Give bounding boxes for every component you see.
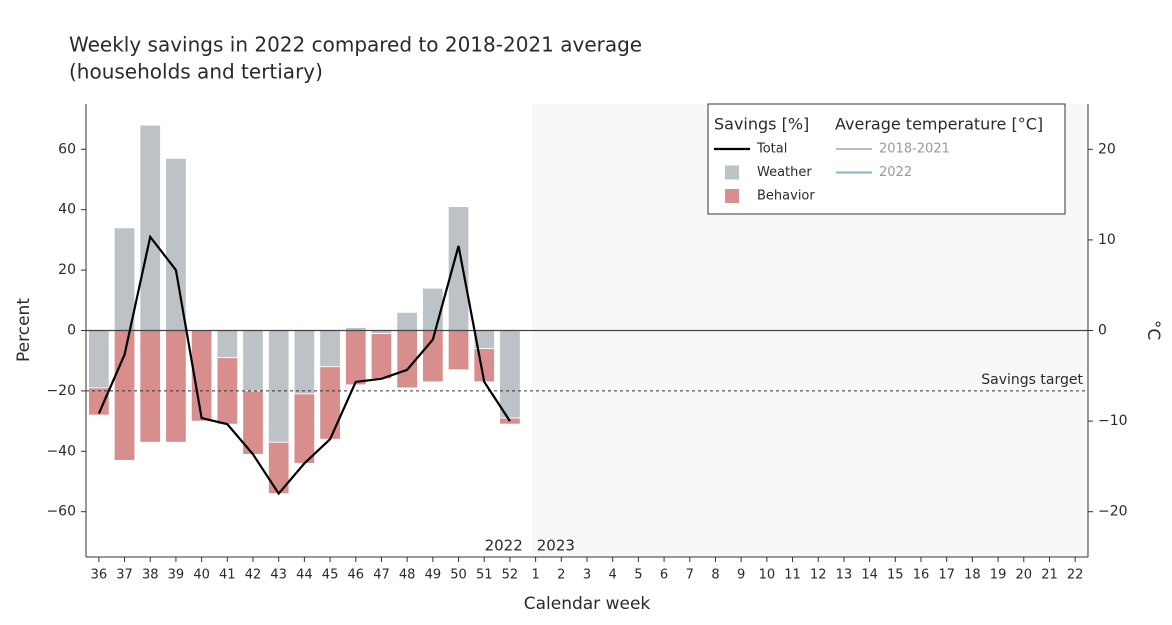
x-tick-label: 3	[583, 568, 591, 583]
x-tick-label: 48	[399, 568, 416, 583]
x-tick-label: 22	[1067, 568, 1084, 583]
x-tick-label: 15	[887, 568, 904, 583]
x-tick-label: 14	[861, 568, 878, 583]
x-tick-label: 36	[91, 568, 108, 583]
x-tick-label: 21	[1041, 568, 1058, 583]
bar	[165, 157, 187, 331]
x-tick-label: 12	[810, 568, 827, 583]
legend: Savings [%] Average temperature [°C] Total…	[707, 103, 1066, 215]
bar	[319, 330, 341, 368]
x-tick-label: 13	[836, 568, 853, 583]
x-tick-label: 43	[270, 568, 287, 583]
y2-tick-label: 0	[1098, 323, 1107, 339]
y-tick-label: −20	[46, 383, 76, 399]
total-line	[97, 234, 511, 496]
x-tick-label: 10	[759, 568, 776, 583]
legend-label: 2022	[879, 165, 912, 180]
bar	[396, 311, 418, 331]
x-tick-label: 50	[450, 568, 467, 583]
bar	[165, 330, 187, 443]
x-tick-label: 18	[964, 568, 981, 583]
y-tick-label: 20	[58, 262, 76, 278]
bar	[139, 330, 161, 443]
x-tick-label: 51	[476, 568, 493, 583]
y-tick-label: 60	[58, 141, 76, 157]
x-tick-label: 11	[784, 568, 801, 583]
x-tick-label: 17	[938, 568, 955, 583]
y2-tick-label: 20	[1098, 141, 1116, 157]
x-tick-label: 5	[634, 568, 642, 583]
legend-label: 2018-2021	[879, 142, 950, 157]
y-tick-label: 0	[67, 323, 76, 339]
x-tick-label: 45	[322, 568, 339, 583]
legend-label: Behavior	[757, 189, 815, 204]
x-tick-label: 37	[116, 568, 133, 583]
bar	[396, 330, 418, 389]
bar	[242, 330, 264, 392]
bar	[88, 330, 110, 389]
y-tick-label: −40	[46, 443, 76, 459]
x-tick-label: 39	[168, 568, 185, 583]
x-tick-label: 2	[557, 568, 565, 583]
legend-swatch	[725, 189, 739, 203]
x-tick-label: 46	[347, 568, 364, 583]
legend-title: Savings [%]	[714, 115, 809, 134]
period-label: 2023	[537, 537, 575, 555]
legend-label: Weather	[757, 165, 812, 180]
bar	[268, 330, 290, 443]
bar	[293, 330, 316, 395]
x-tick-label: 38	[142, 568, 159, 583]
target-label: Savings target	[981, 372, 1083, 388]
x-tick-label: 1	[531, 568, 539, 583]
x-tick-label: 47	[373, 568, 390, 583]
period-label: 2022	[485, 537, 523, 555]
bar	[113, 227, 136, 331]
legend-box	[707, 103, 1066, 215]
y2-tick-label: 10	[1098, 232, 1116, 248]
y-tick-label: 40	[58, 202, 76, 218]
bar	[319, 366, 341, 440]
x-tick-label: 49	[425, 568, 442, 583]
y-axis-label: Percent	[14, 298, 34, 362]
y2-tick-label: −20	[1098, 504, 1128, 520]
legend-title: Average temperature [°C]	[835, 115, 1043, 134]
x-tick-label: 8	[711, 568, 719, 583]
bar	[499, 330, 521, 419]
x-tick-label: 6	[660, 568, 668, 583]
bar	[293, 393, 316, 464]
y2-tick-label: −10	[1098, 413, 1128, 429]
chart-subtitle: (households and tertiary)	[69, 60, 323, 84]
x-tick-label: 4	[609, 568, 617, 583]
x-tick-label: 16	[913, 568, 930, 583]
x-tick-label: 42	[245, 568, 262, 583]
bar	[139, 124, 161, 331]
x-axis-label: Calendar week	[524, 594, 651, 614]
bar	[88, 387, 110, 416]
bar	[370, 333, 393, 380]
x-tick-label: 52	[502, 568, 519, 583]
x-tick-label: 7	[686, 568, 694, 583]
legend-swatch	[725, 165, 739, 180]
bar	[216, 330, 238, 359]
x-tick-label: 20	[1015, 568, 1032, 583]
x-tick-label: 41	[219, 568, 236, 583]
x-tick-label: 9	[737, 568, 745, 583]
y-tick-label: −60	[46, 504, 76, 520]
y2-axis-label: °C	[1143, 320, 1163, 340]
bar	[447, 330, 470, 371]
bar	[345, 330, 367, 386]
chart-title: Weekly savings in 2022 compared to 2018-…	[69, 33, 642, 57]
x-tick-label: 40	[193, 568, 210, 583]
x-tick-label: 19	[990, 568, 1007, 583]
x-tick-label: 44	[296, 568, 313, 583]
legend-label: Total	[756, 142, 787, 157]
